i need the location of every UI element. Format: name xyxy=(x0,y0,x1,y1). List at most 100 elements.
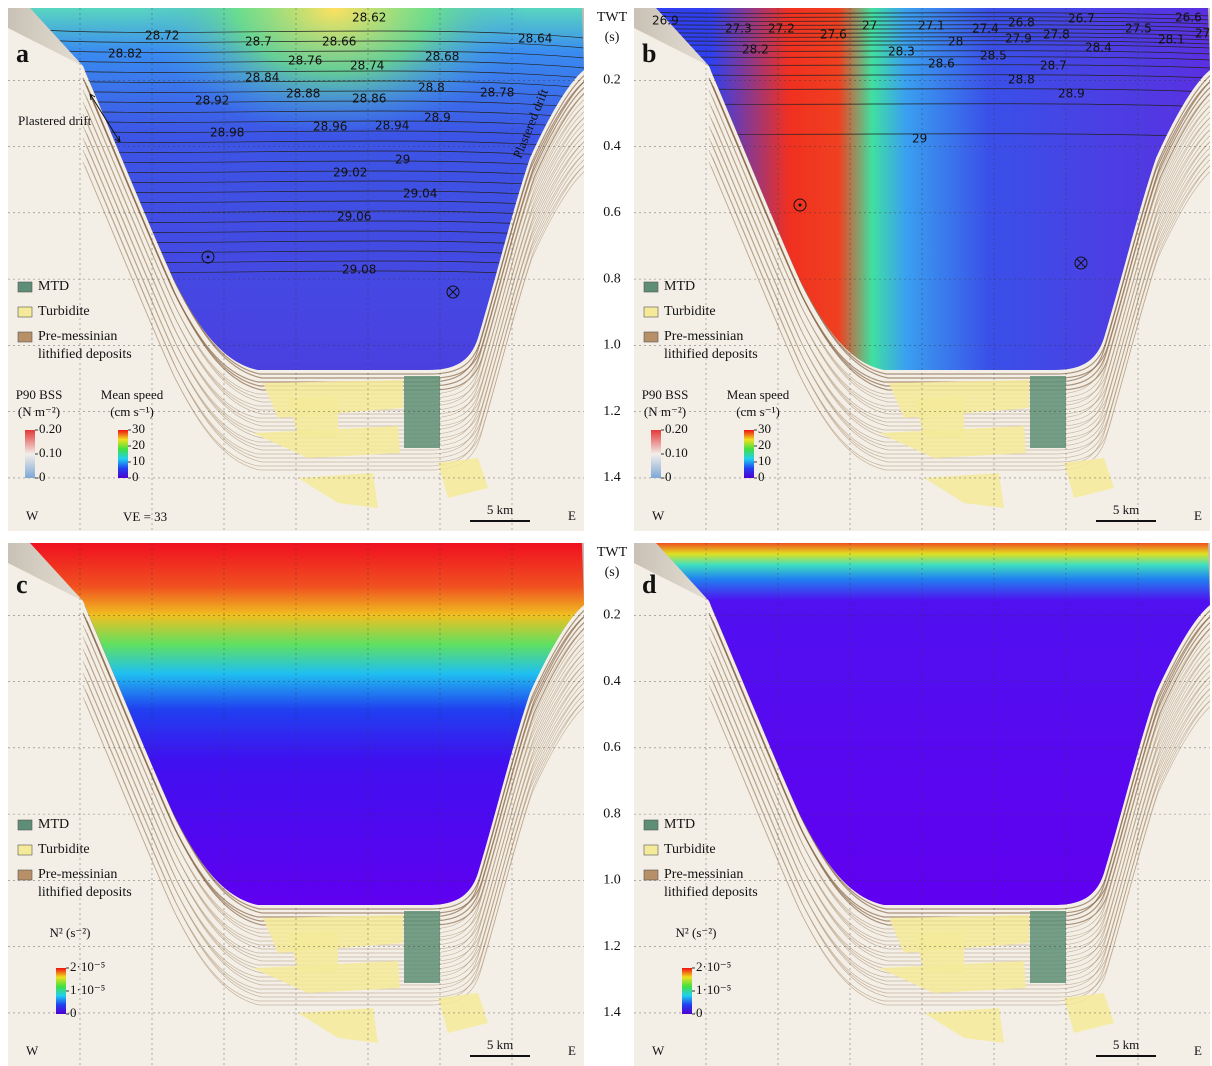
scale-label: 5 km xyxy=(1113,502,1139,517)
colorbar-unit: (N m⁻²) xyxy=(18,404,60,419)
contour-label: 28.7 xyxy=(245,35,272,49)
colorbar-tick-label: 0.10 xyxy=(665,445,688,460)
contour-label: 28.9 xyxy=(1058,87,1085,101)
y-tick-label: 1.2 xyxy=(603,939,621,954)
y-tick-label: 1.0 xyxy=(603,873,621,888)
y-tick-label: 0.4 xyxy=(603,674,621,689)
west-label: W xyxy=(652,508,665,523)
flow-marker-dot xyxy=(207,256,210,259)
colorbar-title: Mean speed xyxy=(101,387,164,402)
legend-swatch xyxy=(644,870,658,880)
colorbar xyxy=(651,430,661,478)
contour-label: 29.08 xyxy=(342,263,376,277)
scale-label: 5 km xyxy=(1113,1037,1139,1052)
colorbar xyxy=(744,430,754,478)
legend-swatch xyxy=(644,332,658,342)
colorbar-title: P90 BSS xyxy=(16,387,63,402)
contour-label: 28.3 xyxy=(888,45,915,59)
scale-label: 5 km xyxy=(487,1037,513,1052)
mtd xyxy=(1030,376,1066,448)
colorbar-tick-label: 0 xyxy=(132,469,139,484)
axis-title: TWT xyxy=(597,545,628,560)
contour-label: 29 xyxy=(912,132,927,146)
axis-unit: (s) xyxy=(605,30,620,45)
east-label: E xyxy=(1194,1043,1202,1058)
annotation: VE = 33 xyxy=(123,509,167,524)
contour-label: 27 xyxy=(1195,27,1210,41)
colorbar-tick-label: 0.20 xyxy=(665,421,688,436)
legend-swatch xyxy=(18,845,32,855)
contour-label: 29.06 xyxy=(337,210,371,224)
legend-swatch xyxy=(18,820,32,830)
east-label: E xyxy=(1194,508,1202,523)
legend-label: Pre-messinian xyxy=(38,329,117,344)
colorbar-tick-label: 0 xyxy=(39,469,46,484)
contour-label: 28.68 xyxy=(425,50,459,64)
mtd xyxy=(404,376,440,448)
contour-label: 26.8 xyxy=(1008,16,1035,30)
legend-label: Turbidite xyxy=(664,842,716,857)
contour-label: 28.6 xyxy=(928,57,955,71)
contour-label: 27.2 xyxy=(768,22,795,36)
legend-label: Turbidite xyxy=(664,304,716,319)
colorbar-tick-label: 30 xyxy=(758,421,771,436)
legend-label: Turbidite xyxy=(38,842,90,857)
contour-label: 28.64 xyxy=(518,32,552,46)
contour-label: 28.66 xyxy=(322,35,356,49)
contour-label: 29.04 xyxy=(403,187,437,201)
y-tick-label: 1.4 xyxy=(603,470,621,485)
contour-label: 27.4 xyxy=(972,22,999,36)
contour-label: 28.9 xyxy=(424,111,451,125)
colorbar-tick-label: 1·10⁻⁵ xyxy=(696,982,731,997)
panel-label: d xyxy=(642,570,657,599)
contour-label: 27.9 xyxy=(1005,32,1032,46)
colorbar-tick-label: 0 xyxy=(696,1005,703,1020)
y-tick-label: 0.6 xyxy=(603,205,621,220)
y-tick-label: 0.8 xyxy=(603,271,621,286)
colorbar-tick-label: 0 xyxy=(70,1005,77,1020)
contour-label: 27 xyxy=(862,19,877,33)
scale-label: 5 km xyxy=(487,502,513,517)
contour-label: 28.7 xyxy=(1040,59,1067,73)
y-tick-label: 1.2 xyxy=(603,404,621,419)
contour-label: 27.6 xyxy=(820,28,847,42)
y-tick-label: 0.4 xyxy=(603,139,621,154)
panel-label: b xyxy=(642,39,656,68)
colorbar xyxy=(118,430,128,478)
figure: TWT(s)0.20.40.60.81.01.21.4TWT(s)0.20.40… xyxy=(0,0,1212,1066)
y-tick-label: 0.2 xyxy=(603,608,621,623)
contour-label: 28.4 xyxy=(1085,41,1112,55)
legend-label: Pre-messinian xyxy=(664,329,743,344)
contour-label: 27.5 xyxy=(1125,22,1152,36)
legend-label: MTD xyxy=(664,279,695,294)
legend-swatch xyxy=(18,332,32,342)
colorbar-title: N² (s⁻²) xyxy=(675,925,716,940)
contour-label: 27.3 xyxy=(725,22,752,36)
contour-label: 28.8 xyxy=(1008,73,1035,87)
legend-swatch xyxy=(18,282,32,292)
axis-title: TWT xyxy=(597,10,628,25)
legend-label: MTD xyxy=(38,279,69,294)
contour-label: 28.76 xyxy=(288,54,322,68)
colorbar-unit: (cm s⁻¹) xyxy=(110,404,154,419)
flow-marker-dot xyxy=(799,204,802,207)
panel: 28.6228.7228.728.6628.6428.8228.7628.742… xyxy=(8,8,588,531)
y-tick-label: 1.4 xyxy=(603,1005,621,1020)
colorbar-tick-label: 10 xyxy=(132,453,145,468)
contour-label: 28.1 xyxy=(1158,33,1185,47)
colorbar-title: Mean speed xyxy=(727,387,790,402)
colorbar-title: P90 BSS xyxy=(642,387,689,402)
y-tick-label: 0.8 xyxy=(603,806,621,821)
legend-label: lithified deposits xyxy=(664,885,758,900)
colorbar-tick-label: 2·10⁻⁵ xyxy=(70,959,105,974)
colorbar-tick-label: 2·10⁻⁵ xyxy=(696,959,731,974)
colorbar-tick-label: 0 xyxy=(758,469,765,484)
contour-label: 28.92 xyxy=(195,94,229,108)
axis-unit: (s) xyxy=(605,565,620,580)
mtd xyxy=(404,911,440,983)
legend-label: Pre-messinian xyxy=(38,867,117,882)
contour-label: 26.9 xyxy=(652,14,679,28)
panel-label: c xyxy=(16,570,28,599)
